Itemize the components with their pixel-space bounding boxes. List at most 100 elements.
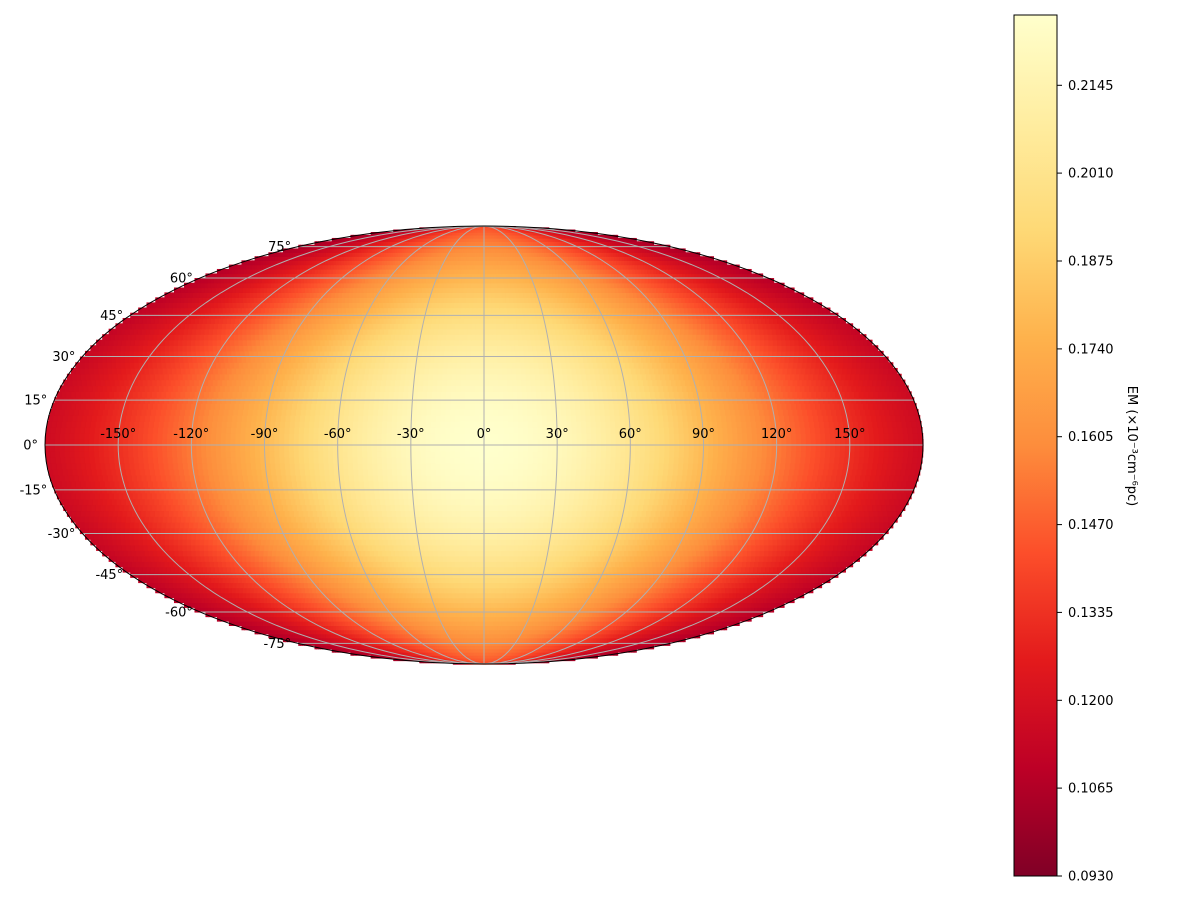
heatmap-cell	[394, 637, 398, 643]
heatmap-cell	[412, 652, 415, 656]
heatmap-cell	[392, 648, 395, 653]
heatmap-cell	[219, 616, 224, 622]
heatmap-cell	[514, 544, 520, 551]
heatmap-cell	[419, 657, 422, 662]
heatmap-cell	[582, 587, 587, 594]
heatmap-cell	[400, 611, 405, 618]
heatmap-cell	[491, 645, 495, 650]
heatmap-cell	[656, 625, 660, 631]
heatmap-cell	[267, 611, 272, 618]
heatmap-cell	[418, 616, 423, 622]
heatmap-cell	[345, 621, 349, 626]
heatmap-cell	[292, 633, 296, 639]
heatmap-cell	[709, 607, 713, 613]
heatmap-cell	[736, 616, 740, 622]
heatmap-cell	[765, 566, 770, 573]
heatmap-cell	[430, 616, 435, 622]
heatmap-cell	[387, 645, 391, 650]
heatmap-cell	[432, 587, 438, 594]
heatmap-cell	[468, 611, 473, 618]
heatmap-cell	[563, 655, 566, 659]
heatmap-cell	[246, 561, 252, 568]
heatmap-cell	[515, 621, 519, 626]
heatmap-cell	[458, 660, 460, 664]
heatmap-cell	[550, 655, 553, 659]
heatmap-cell	[552, 611, 556, 618]
heatmap-cell	[229, 607, 234, 613]
heatmap-cell	[476, 657, 479, 662]
heatmap-cell	[802, 582, 808, 589]
heatmap-cell	[257, 629, 261, 635]
heatmap-cell	[558, 592, 563, 599]
heatmap-cell	[604, 645, 608, 650]
heatmap-cell	[562, 582, 568, 589]
heatmap-cell	[119, 561, 125, 568]
heatmap-cell	[577, 637, 581, 643]
heatmap-cell	[475, 566, 481, 573]
heatmap-cell	[352, 648, 355, 653]
heatmap-cell	[240, 621, 244, 626]
heatmap-cell	[644, 637, 648, 643]
heatmap-cell	[697, 616, 702, 622]
heatmap-cell	[441, 637, 445, 643]
heatmap-cell	[421, 645, 425, 650]
heatmap-cell	[561, 561, 567, 568]
heatmap-cell	[268, 621, 273, 626]
heatmap-cell	[197, 607, 202, 613]
heatmap-cell	[570, 629, 574, 635]
heatmap-cell	[681, 587, 686, 594]
heatmap-cell	[617, 555, 623, 562]
heatmap-cell	[478, 655, 481, 659]
heatmap-cell	[821, 555, 827, 562]
heatmap-cell	[385, 633, 389, 639]
heatmap-cell	[518, 655, 520, 659]
heatmap-cell	[625, 645, 628, 650]
heatmap-cell	[337, 587, 343, 594]
heatmap-cell	[526, 655, 529, 659]
heatmap-cell	[456, 597, 461, 604]
heatmap-cell	[395, 592, 400, 599]
heatmap-cell	[491, 655, 494, 659]
heatmap-cell	[315, 566, 320, 573]
heatmap-cell	[329, 645, 333, 650]
heatmap-cell	[434, 577, 439, 584]
heatmap-cell	[454, 616, 458, 622]
heatmap-cell	[776, 577, 781, 584]
heatmap-cell	[529, 607, 533, 613]
heatmap-cell	[311, 566, 316, 573]
heatmap-cell	[561, 611, 566, 618]
heatmap-cell	[249, 616, 254, 622]
heatmap-cell	[763, 555, 769, 562]
heatmap-cell	[713, 561, 719, 568]
heatmap-cell	[496, 611, 501, 618]
heatmap-cell	[610, 648, 614, 653]
heatmap-cell	[318, 577, 324, 584]
heatmap-cell	[492, 655, 495, 659]
heatmap-cell	[608, 629, 613, 635]
heatmap-cell	[467, 625, 472, 631]
heatmap-cell	[377, 550, 383, 557]
heatmap-cell	[326, 607, 331, 613]
heatmap-cell	[418, 655, 421, 659]
heatmap-cell	[346, 629, 350, 635]
heatmap-cell	[275, 587, 281, 594]
heatmap-cell	[655, 587, 660, 594]
heatmap-cell	[584, 555, 589, 562]
heatmap-cell	[406, 652, 409, 656]
heatmap-cell	[480, 657, 483, 662]
heatmap-cell	[614, 577, 620, 584]
heatmap-cell	[535, 621, 539, 626]
heatmap-cell	[316, 611, 321, 618]
heatmap-cell	[637, 577, 643, 584]
heatmap-cell	[398, 592, 403, 599]
heatmap-cell	[451, 625, 455, 631]
heatmap-cell	[402, 592, 407, 599]
heatmap-cell	[504, 616, 509, 622]
heatmap-cell	[341, 637, 344, 643]
heatmap-cell	[378, 633, 382, 639]
heatmap-cell	[514, 657, 516, 662]
heatmap-cell	[528, 655, 530, 659]
heatmap-cell	[555, 637, 559, 643]
heatmap-cell	[632, 633, 636, 639]
heatmap-cell	[500, 566, 505, 573]
